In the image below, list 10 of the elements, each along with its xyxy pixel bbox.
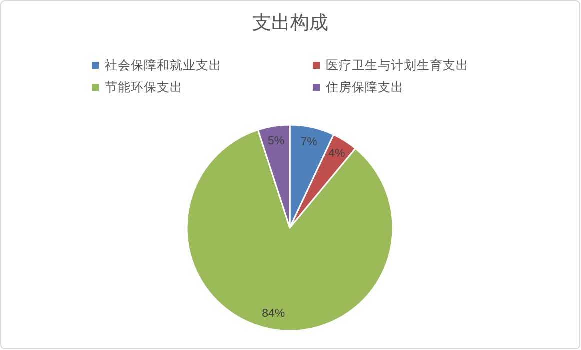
chart-title: 支出构成 (252, 13, 328, 34)
data-label: 84% (262, 308, 286, 320)
data-label: 4% (328, 148, 346, 160)
legend-item: 医疗卫生与计划生育支出 (313, 58, 469, 72)
legend-label: 住房保障支出 (325, 79, 404, 94)
data-label: 5% (268, 136, 285, 148)
data-label: 7% (300, 136, 318, 149)
legend-item: 节能环保支出 (92, 80, 183, 94)
legend-item: 住房保障支出 (313, 80, 404, 94)
legend-item: 社会保障和就业支出 (92, 58, 222, 72)
